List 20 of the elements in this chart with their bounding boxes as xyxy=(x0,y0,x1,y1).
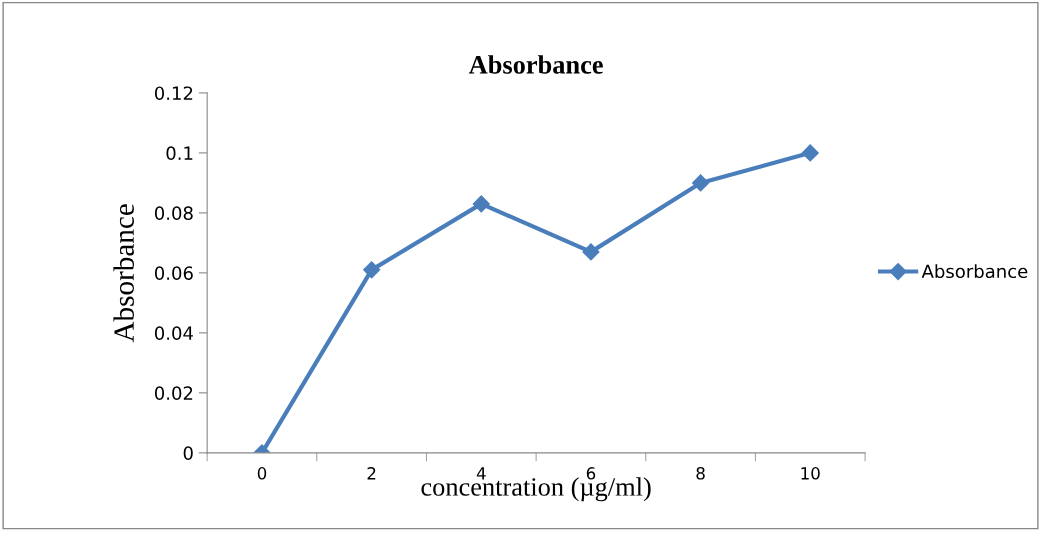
y-tick-label: 0.02 xyxy=(154,386,193,400)
point xyxy=(582,243,600,261)
y-tick-label: 0.08 xyxy=(154,206,193,220)
y-tick-label: 0.04 xyxy=(154,326,193,340)
y-tick-label: 0 xyxy=(183,446,193,460)
x-tick-label: 10 xyxy=(801,467,820,480)
x-tick-label: 4 xyxy=(476,467,486,480)
x-tick-label: 8 xyxy=(696,467,705,480)
chart-title: Absorbance xyxy=(468,55,603,74)
x-tick-label: 2 xyxy=(367,467,376,480)
y-tick-label: 0.1 xyxy=(166,146,193,161)
y-axis-title: Absorbance xyxy=(113,204,134,343)
legend-label: Absorbance xyxy=(921,264,1028,279)
point xyxy=(692,174,710,192)
y-tick-label: 0.12 xyxy=(154,86,193,101)
point xyxy=(472,195,490,213)
x-tick-label: 0 xyxy=(257,467,267,480)
point xyxy=(801,144,819,162)
y-tick-label: 0.06 xyxy=(154,266,193,280)
point xyxy=(363,261,381,279)
